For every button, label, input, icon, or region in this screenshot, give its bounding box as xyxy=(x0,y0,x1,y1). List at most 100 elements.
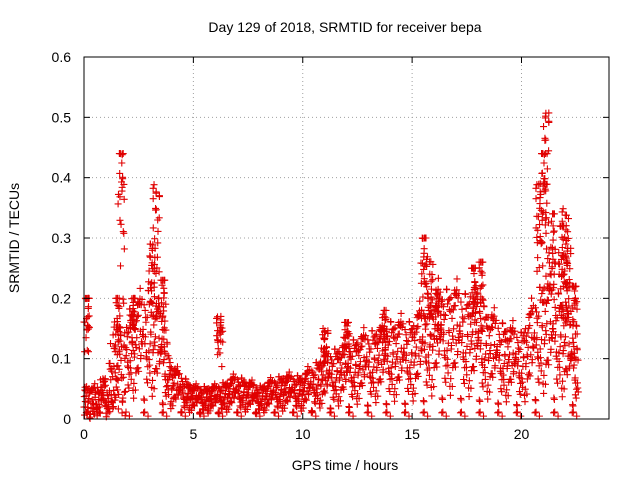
data-point xyxy=(159,408,167,416)
data-point xyxy=(433,363,441,371)
data-point xyxy=(464,332,472,340)
data-point xyxy=(512,409,520,417)
data-point xyxy=(457,298,465,306)
data-point xyxy=(503,386,511,394)
data-point xyxy=(117,262,125,270)
data-point xyxy=(539,262,547,270)
data-point xyxy=(382,314,390,322)
data-point xyxy=(450,359,458,367)
data-point xyxy=(107,376,115,384)
data-point xyxy=(379,339,387,347)
data-point xyxy=(364,408,372,416)
data-point xyxy=(524,353,532,361)
data-point xyxy=(114,376,122,384)
data-point xyxy=(556,371,564,379)
data-point xyxy=(175,371,182,379)
data-point xyxy=(372,330,380,338)
y-tick-label: 0.1 xyxy=(52,351,72,367)
data-point xyxy=(320,336,328,344)
data-point xyxy=(561,267,569,275)
data-point xyxy=(342,375,350,383)
data-point xyxy=(144,412,152,420)
data-point xyxy=(346,353,354,361)
data-point xyxy=(119,373,127,381)
data-point xyxy=(439,303,447,311)
data-point xyxy=(104,392,112,400)
data-point xyxy=(550,296,558,304)
data-point xyxy=(100,378,108,386)
data-point xyxy=(551,258,559,266)
data-point xyxy=(544,296,552,304)
data-point xyxy=(427,285,435,293)
data-point xyxy=(569,402,577,410)
data-point xyxy=(419,293,427,301)
data-point xyxy=(173,363,181,371)
data-point xyxy=(219,327,227,335)
data-point xyxy=(567,307,575,315)
data-point xyxy=(304,363,312,371)
data-point xyxy=(545,109,553,117)
data-point xyxy=(421,339,429,347)
data-point xyxy=(424,412,432,420)
data-point xyxy=(281,404,289,412)
data-point xyxy=(381,344,389,352)
data-point xyxy=(433,334,441,342)
data-point xyxy=(118,183,126,191)
data-point xyxy=(120,299,128,307)
data-point xyxy=(149,346,157,354)
data-point xyxy=(214,351,222,359)
data-point xyxy=(368,368,376,376)
data-point xyxy=(324,327,332,335)
data-point xyxy=(330,360,338,368)
data-point xyxy=(81,318,89,326)
data-point xyxy=(522,332,530,340)
data-point xyxy=(510,368,518,376)
data-point xyxy=(470,367,478,375)
data-point xyxy=(149,184,157,192)
data-point xyxy=(555,349,563,357)
data-point xyxy=(117,356,125,364)
data-point xyxy=(545,249,553,257)
data-point xyxy=(504,343,512,351)
data-point xyxy=(118,159,126,167)
data-point xyxy=(382,409,390,417)
data-point xyxy=(563,307,571,315)
data-point xyxy=(573,298,581,306)
x-tick-label: 10 xyxy=(295,426,311,442)
data-point xyxy=(532,304,539,312)
data-point xyxy=(543,165,551,173)
data-point xyxy=(556,260,564,268)
data-point xyxy=(154,295,162,303)
data-point xyxy=(350,336,358,344)
data-point xyxy=(372,399,380,407)
data-point xyxy=(328,370,336,378)
data-point xyxy=(387,364,395,372)
data-point xyxy=(364,402,372,410)
data-point xyxy=(338,384,346,392)
data-point xyxy=(136,284,144,292)
data-point xyxy=(140,301,148,309)
data-point xyxy=(335,402,343,410)
data-point xyxy=(299,404,307,412)
data-point xyxy=(274,382,282,390)
data-point xyxy=(275,412,283,420)
data-point xyxy=(484,381,492,389)
data-point xyxy=(531,409,539,417)
y-tick-label: 0.3 xyxy=(52,230,72,246)
data-point xyxy=(168,385,176,393)
data-point xyxy=(331,345,339,353)
data-point xyxy=(524,329,532,337)
data-point xyxy=(407,326,415,334)
data-point xyxy=(435,307,443,315)
y-tick-label: 0.4 xyxy=(52,170,72,186)
data-point xyxy=(420,345,428,353)
data-point xyxy=(134,311,142,319)
y-tick-label: 0 xyxy=(63,411,71,427)
data-point xyxy=(550,395,558,403)
data-point xyxy=(501,352,509,360)
data-point xyxy=(450,325,458,333)
data-point xyxy=(401,409,409,417)
data-point xyxy=(180,402,188,410)
data-point xyxy=(459,318,467,326)
data-point xyxy=(140,396,148,404)
